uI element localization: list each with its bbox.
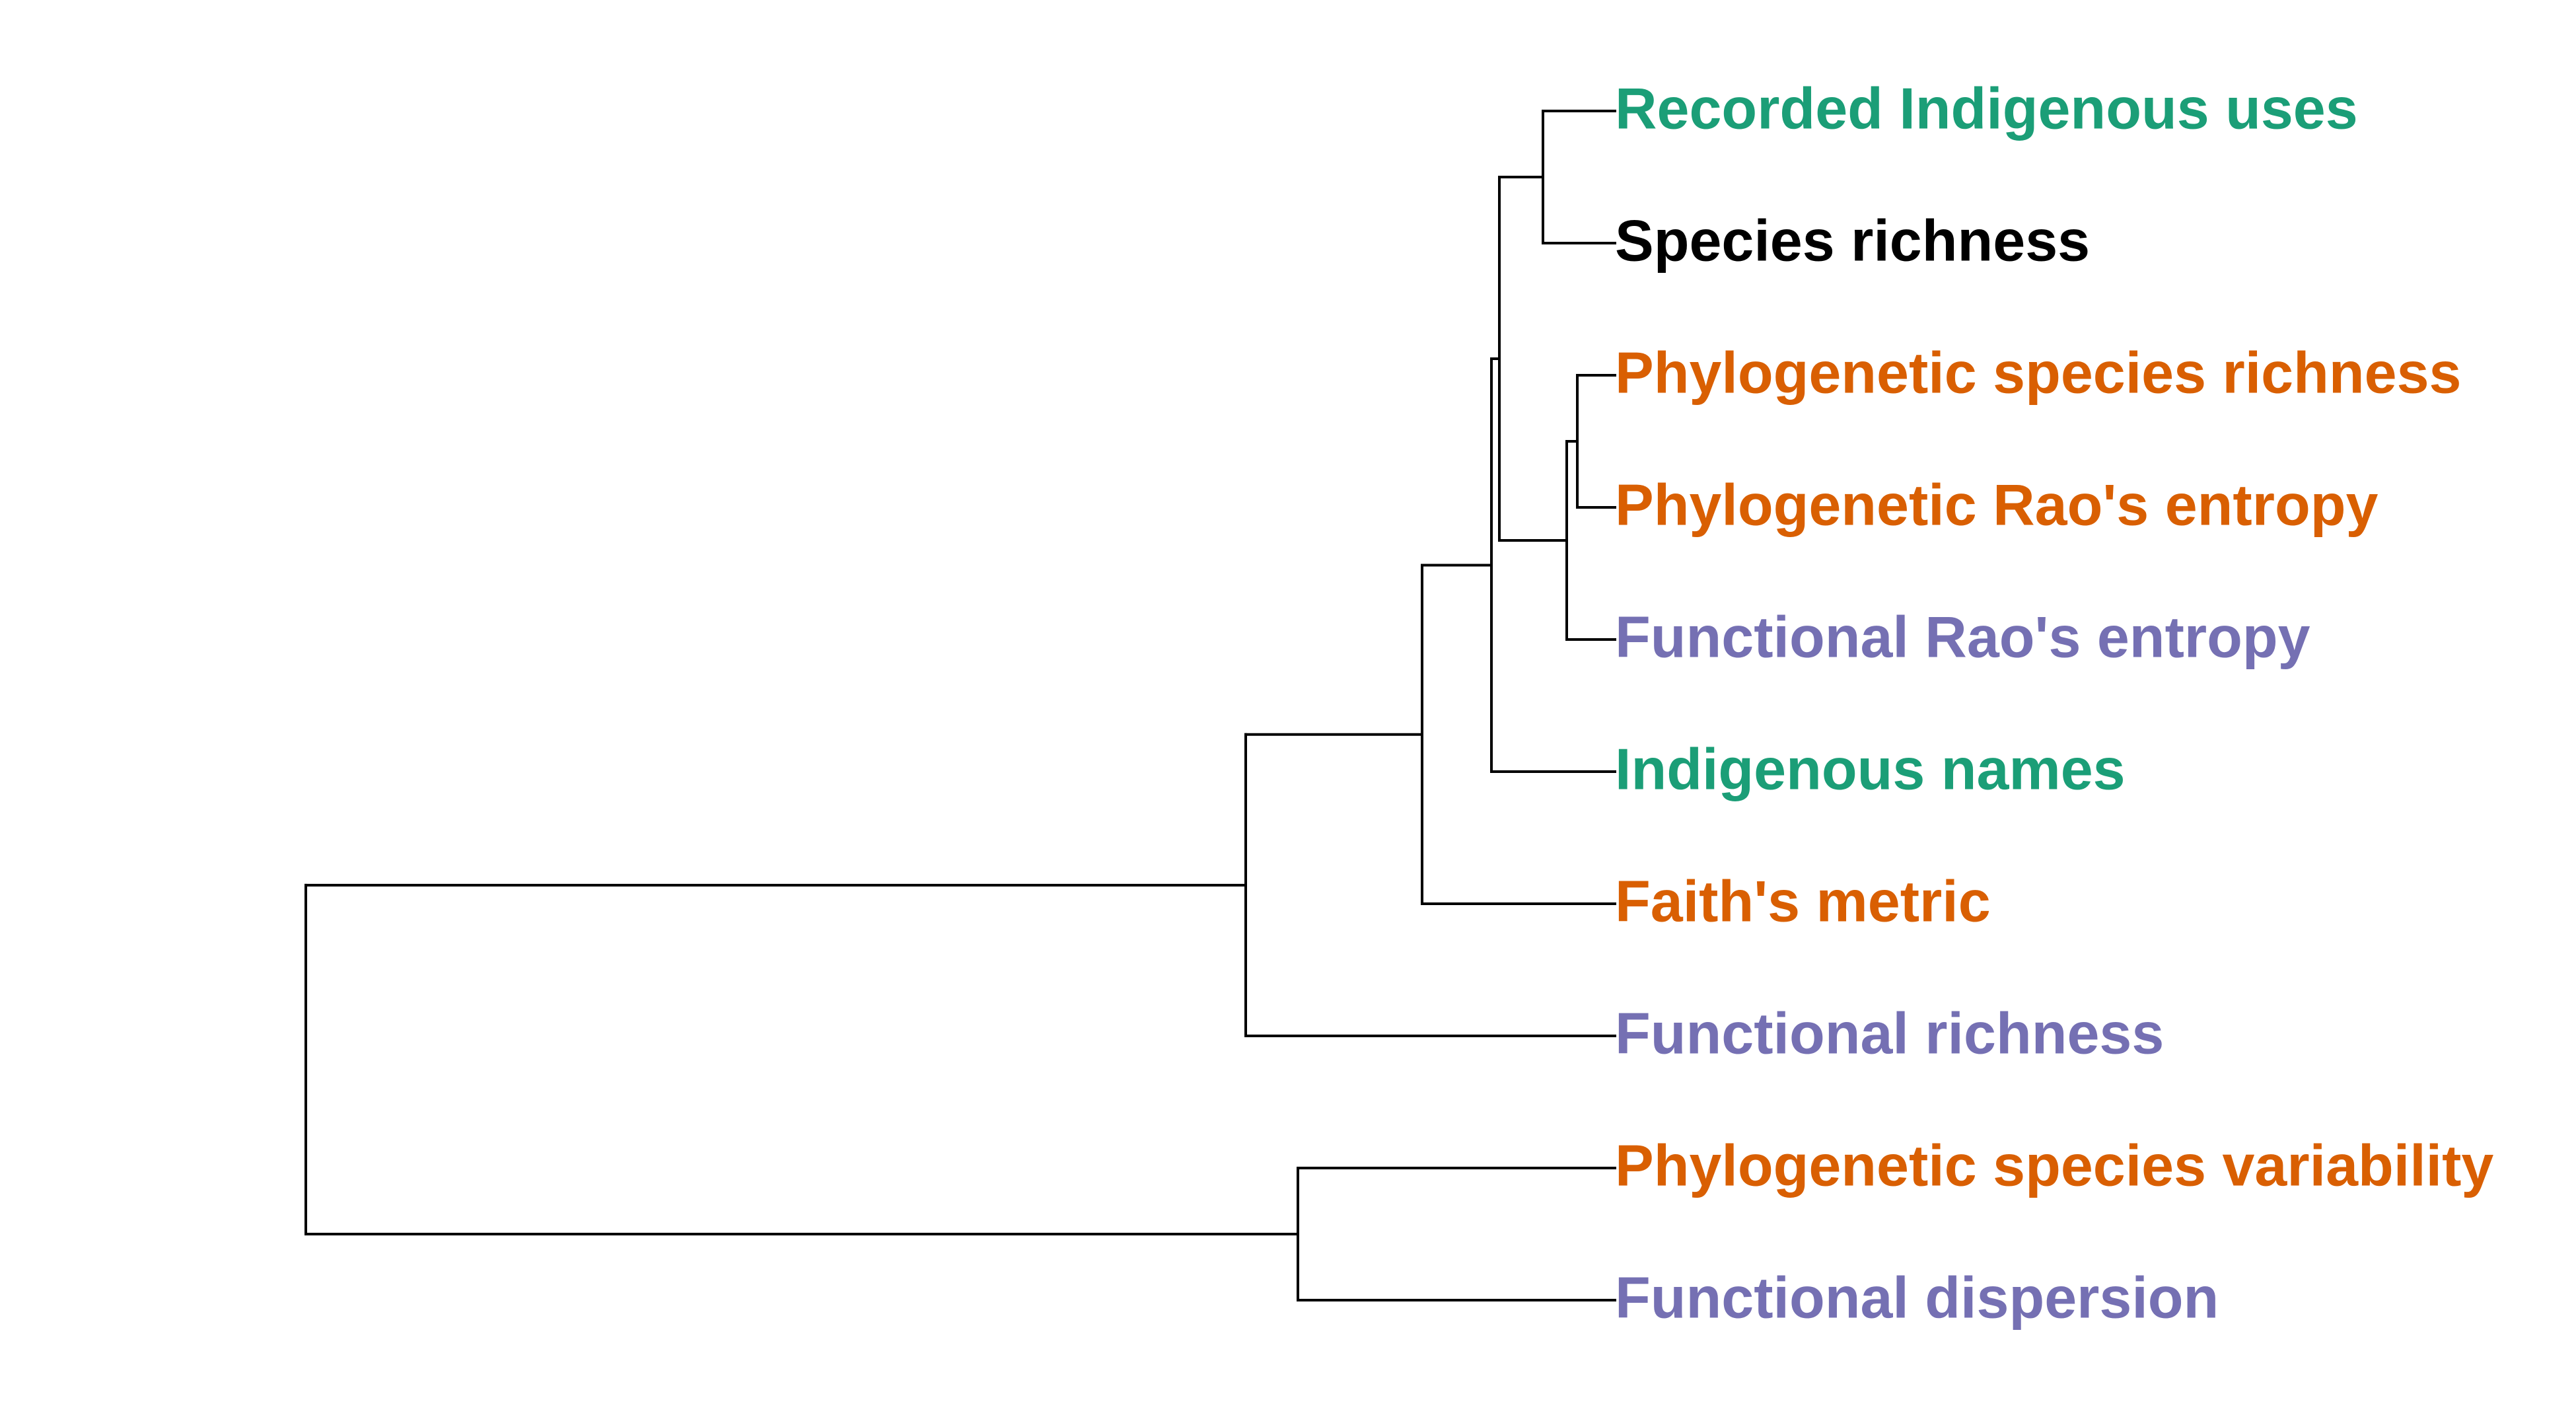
leaf-label-phylogenetic-species-variability: Phylogenetic species variability [1615, 1132, 2493, 1198]
leaf-label-functional-dispersion: Functional dispersion [1615, 1264, 2219, 1330]
leaf-label-indigenous-names: Indigenous names [1615, 736, 2126, 801]
leaf-label-recorded-indigenous-uses: Recorded Indigenous uses [1615, 75, 2358, 141]
leaf-label-phylogenetic-raos-entropy: Phylogenetic Rao's entropy [1615, 472, 2378, 537]
leaf-label-functional-richness: Functional richness [1615, 1000, 2164, 1066]
leaf-labels: Recorded Indigenous uses Species richness… [1615, 75, 2493, 1330]
leaf-label-faiths-metric: Faith's metric [1615, 868, 1991, 933]
leaf-label-functional-raos-entropy: Functional Rao's entropy [1615, 604, 2310, 669]
dendrogram-branches [304, 110, 1616, 1301]
leaf-label-phylogenetic-species-richness: Phylogenetic species richness [1615, 340, 2461, 405]
leaf-label-species-richness: Species richness [1615, 207, 2090, 273]
